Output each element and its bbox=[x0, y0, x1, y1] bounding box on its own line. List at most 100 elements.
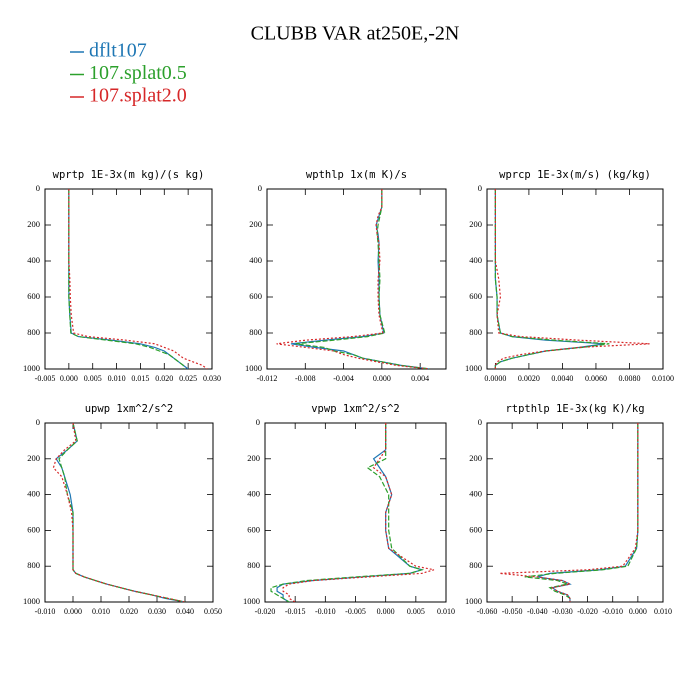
x-tick-label: 0.030 bbox=[148, 607, 166, 616]
x-tick-label: 0.010 bbox=[92, 607, 110, 616]
y-tick-label: 200 bbox=[27, 219, 40, 229]
x-tick-label: 0.0080 bbox=[618, 374, 640, 383]
y-tick-label: 400 bbox=[469, 489, 482, 499]
y-tick-label: 800 bbox=[469, 560, 482, 570]
y-tick-label: 400 bbox=[249, 255, 262, 265]
x-tick-label: -0.050 bbox=[502, 607, 523, 616]
profile-line bbox=[524, 423, 639, 602]
x-tick-label: 0.0100 bbox=[652, 374, 674, 383]
x-tick-label: 0.0060 bbox=[585, 374, 607, 383]
x-tick-label: 0.010 bbox=[437, 607, 455, 616]
profile-line bbox=[58, 423, 186, 602]
y-tick-label: 0 bbox=[256, 417, 260, 427]
x-tick-label: -0.030 bbox=[552, 607, 573, 616]
profile-line bbox=[68, 189, 184, 369]
y-tick-label: 800 bbox=[247, 560, 260, 570]
profile-line bbox=[295, 189, 430, 369]
panel: wprtp 1E-3x(m kg)/(s kg) 0 200 400 600 800 100… bbox=[23, 169, 221, 383]
x-tick-label: -0.020 bbox=[255, 607, 276, 616]
profile-line bbox=[276, 189, 430, 369]
profile-line bbox=[499, 423, 639, 602]
x-tick-label: -0.004 bbox=[333, 374, 354, 383]
x-tick-label: 0.0040 bbox=[551, 374, 573, 383]
x-tick-label: -0.015 bbox=[285, 607, 306, 616]
y-tick-label: 800 bbox=[27, 560, 40, 570]
plot-frame bbox=[486, 422, 664, 603]
plot-frame bbox=[266, 188, 447, 370]
x-tick-label: -0.020 bbox=[577, 607, 598, 616]
profile-line bbox=[494, 189, 610, 369]
x-tick-label: 0.000 bbox=[64, 607, 82, 616]
x-tick-label: 0.000 bbox=[629, 607, 647, 616]
y-tick-label: 600 bbox=[469, 291, 482, 301]
y-tick-label: 600 bbox=[247, 524, 260, 534]
x-tick-label: -0.012 bbox=[257, 374, 278, 383]
y-tick-label: 0 bbox=[478, 183, 482, 193]
x-tick-label: 0.0000 bbox=[484, 374, 506, 383]
y-tick-label: 800 bbox=[249, 327, 262, 337]
profile-line bbox=[52, 423, 186, 602]
x-tick-label: 0.025 bbox=[179, 374, 197, 383]
x-tick-label: 0.000 bbox=[377, 607, 395, 616]
x-tick-label: 0.015 bbox=[131, 374, 149, 383]
x-tick-label: -0.008 bbox=[295, 374, 316, 383]
y-tick-label: 200 bbox=[249, 219, 262, 229]
plot-frame bbox=[264, 422, 447, 603]
x-tick-label: -0.005 bbox=[35, 374, 56, 383]
panel-title: wpthlp 1x(m K)/s bbox=[306, 169, 407, 181]
panel-title: wprtp 1E-3x(m kg)/(s kg) bbox=[53, 169, 205, 181]
y-tick-label: 1000 bbox=[23, 363, 40, 373]
x-tick-label: 0.000 bbox=[60, 374, 78, 383]
panel-title: rtpthlp 1E-3x(kg K)/kg bbox=[505, 403, 644, 415]
y-tick-label: 800 bbox=[469, 327, 482, 337]
y-tick-label: 1000 bbox=[245, 363, 262, 373]
y-tick-label: 400 bbox=[27, 489, 40, 499]
x-tick-label: -0.005 bbox=[345, 607, 366, 616]
y-tick-label: 1000 bbox=[465, 596, 482, 606]
figure-title: CLUBB VAR at250E,-2N bbox=[251, 23, 460, 45]
y-tick-label: 200 bbox=[27, 453, 40, 463]
plot-frame bbox=[44, 188, 213, 370]
y-tick-label: 600 bbox=[469, 524, 482, 534]
y-tick-label: 1000 bbox=[465, 363, 482, 373]
legend-label: 107.splat2.0 bbox=[89, 85, 187, 107]
x-tick-label: 0.005 bbox=[407, 607, 425, 616]
y-tick-label: 600 bbox=[249, 291, 262, 301]
profile-line bbox=[68, 189, 189, 369]
plot-frame bbox=[486, 188, 664, 370]
profile-line bbox=[55, 423, 186, 602]
y-tick-label: 400 bbox=[27, 255, 40, 265]
y-tick-label: 600 bbox=[27, 291, 40, 301]
panel-title: vpwp 1xm^2/s^2 bbox=[311, 403, 400, 415]
x-tick-label: 0.010 bbox=[108, 374, 126, 383]
y-tick-label: 0 bbox=[478, 417, 482, 427]
y-tick-label: 200 bbox=[247, 453, 260, 463]
profile-line bbox=[494, 189, 650, 369]
x-tick-label: 0.050 bbox=[204, 607, 222, 616]
profile-line bbox=[282, 423, 435, 602]
x-tick-label: 0.040 bbox=[176, 607, 194, 616]
legend-label: dflt107 bbox=[89, 40, 147, 62]
x-tick-label: 0.004 bbox=[411, 374, 429, 383]
x-tick-label: 0.020 bbox=[120, 607, 138, 616]
legend-label: 107.splat0.5 bbox=[89, 62, 187, 84]
panel: wprcp 1E-3x(m/s) (kg/kg) 0 200 400 600 800 100… bbox=[465, 169, 674, 383]
x-tick-label: -0.060 bbox=[477, 607, 498, 616]
y-tick-label: 0 bbox=[258, 183, 262, 193]
y-tick-label: 800 bbox=[27, 327, 40, 337]
x-tick-label: 0.005 bbox=[84, 374, 102, 383]
y-tick-label: 1000 bbox=[243, 596, 260, 606]
y-tick-label: 400 bbox=[247, 489, 260, 499]
y-tick-label: 400 bbox=[469, 255, 482, 265]
profile-line bbox=[270, 423, 424, 602]
profile-line bbox=[537, 423, 639, 602]
y-tick-label: 200 bbox=[469, 453, 482, 463]
profile-line bbox=[276, 423, 424, 602]
y-tick-label: 600 bbox=[27, 524, 40, 534]
profile-line bbox=[68, 189, 208, 369]
plot-frame bbox=[44, 422, 214, 603]
panels: wprtp 1E-3x(m kg)/(s kg) 0 200 400 600 800 100… bbox=[23, 169, 674, 616]
x-tick-label: 0.020 bbox=[155, 374, 173, 383]
panel-title: upwp 1xm^2/s^2 bbox=[85, 403, 174, 415]
